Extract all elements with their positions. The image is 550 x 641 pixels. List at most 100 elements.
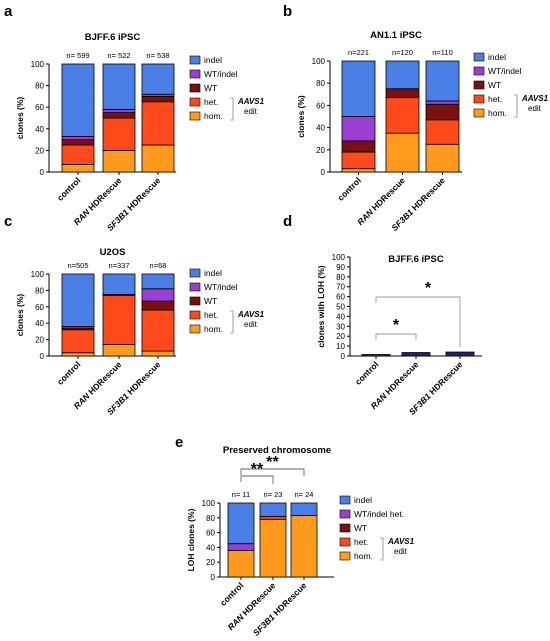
x-category-label-rest: HDRescue xyxy=(85,175,124,214)
legend-swatch xyxy=(189,282,201,292)
legend-bracket xyxy=(230,310,234,334)
bar-segment xyxy=(341,140,376,153)
panel-letter-e: e xyxy=(175,434,183,451)
n-label: n=110 xyxy=(432,48,453,57)
n-label: n= 538 xyxy=(146,51,169,60)
legend-label: WT/indel xyxy=(204,282,238,292)
legend-swatch xyxy=(189,111,201,121)
y-tick-label: 20 xyxy=(316,146,325,155)
significance-label: ** xyxy=(266,454,279,471)
legend-label: WT/indel xyxy=(204,69,238,79)
panel-title: Preserved chromosome xyxy=(223,445,331,456)
significance-bracket xyxy=(240,475,274,484)
legend-label: WT xyxy=(488,80,501,90)
legend-label: indel xyxy=(204,55,222,65)
bar-segment xyxy=(259,518,287,578)
bar-segment xyxy=(102,149,136,173)
bracket-label-edit: edit xyxy=(244,107,258,116)
y-tick-label: 40 xyxy=(206,543,215,552)
panel-letter-d: d xyxy=(283,213,292,230)
legend-label: hom. xyxy=(204,324,223,334)
bar-segment xyxy=(259,502,287,517)
bar-segment xyxy=(61,63,95,137)
y-tick-label: 80 xyxy=(35,82,44,91)
legend-swatch xyxy=(189,83,201,93)
y-label-wrap: LOH clones (%) xyxy=(186,508,196,571)
legend-label: WT/indel het. xyxy=(354,509,404,519)
n-label: n= 23 xyxy=(264,490,283,499)
legend-swatch xyxy=(473,108,485,118)
x-category-label-rest: HDRescue xyxy=(368,175,407,214)
bar-segment xyxy=(141,300,175,311)
bracket-label-gene: AAVS1 xyxy=(387,537,415,546)
x-category-label-wrap: SF3B1 HDRescue xyxy=(251,580,309,638)
y-tick-label: 60 xyxy=(35,303,44,312)
y-tick-label: 20 xyxy=(35,336,44,345)
legend-swatch xyxy=(473,66,485,76)
legend-swatch xyxy=(339,551,351,561)
legend-label: het. xyxy=(354,537,368,547)
significance-bracket xyxy=(240,468,305,476)
panel-e: e Preserved chromosome 0 20 40 60 80 100 LOH clo… xyxy=(175,434,415,638)
y-tick-label: 10 xyxy=(336,342,345,351)
bar-segment xyxy=(385,60,420,90)
legend-label: WT xyxy=(204,83,217,93)
bracket-label-gene: AAVS1 xyxy=(237,97,265,106)
y-tick-label: 0 xyxy=(40,352,45,361)
bar-segment xyxy=(141,96,175,103)
x-category-label: control xyxy=(353,359,380,386)
bar-segment xyxy=(341,60,376,117)
y-tick-label: 100 xyxy=(202,499,216,508)
bar-segment xyxy=(425,103,460,121)
legend-swatch xyxy=(473,52,485,62)
legend-swatch xyxy=(473,94,485,104)
y-tick-label: 40 xyxy=(336,312,345,321)
x-category-label-wrap: control xyxy=(353,359,380,386)
y-tick-label: 20 xyxy=(206,558,215,567)
legend-label: hom. xyxy=(488,108,507,118)
y-tick-label: 60 xyxy=(35,103,44,112)
bar-segment xyxy=(341,168,376,173)
bar-segment xyxy=(141,309,175,352)
legend-label: indel xyxy=(488,52,506,62)
bar-segment xyxy=(341,116,376,142)
y-tick-label: 50 xyxy=(336,303,345,312)
bar-segment xyxy=(341,151,376,170)
panel-c: c U2OS 0 20 40 60 80 100 clones (%) n=505 control n… xyxy=(4,213,265,417)
x-category-label-rest: HDRescue xyxy=(426,359,465,398)
bar-segment xyxy=(141,63,175,95)
y-tick-label: 20 xyxy=(336,332,345,341)
n-label: n= 24 xyxy=(295,490,314,499)
x-category-label: control xyxy=(218,580,245,607)
y-tick-label: 100 xyxy=(31,60,45,69)
legend-swatch xyxy=(189,97,201,107)
y-tick-label: 0 xyxy=(40,168,45,177)
x-category-label: control xyxy=(55,359,82,386)
x-category-label-wrap: control xyxy=(55,359,82,386)
n-label: n=68 xyxy=(150,261,167,270)
bar-segment xyxy=(425,60,460,102)
y-label-wrap: clones (%) xyxy=(15,97,25,140)
y-tick-label: 80 xyxy=(336,273,345,282)
bar-segment xyxy=(385,97,420,134)
bracket-label-edit: edit xyxy=(394,547,408,556)
y-tick-label: 30 xyxy=(336,322,345,331)
bar-segment xyxy=(61,273,95,327)
legend-label: WT xyxy=(204,296,217,306)
n-label: n=505 xyxy=(67,261,88,270)
y-label-wrap: clones (%) xyxy=(15,294,25,337)
significance-label: * xyxy=(425,280,432,297)
x-category-label-rest: HDRescue xyxy=(124,359,163,398)
bar-segment xyxy=(102,273,136,295)
legend-label: indel xyxy=(204,268,222,278)
bar-segment xyxy=(61,139,95,146)
bar-segment xyxy=(61,352,95,357)
panel-title: BJFF.6 iPSC xyxy=(388,254,444,265)
y-tick-label: 80 xyxy=(35,286,44,295)
legend-label: hom. xyxy=(204,111,223,121)
bar-segment xyxy=(141,288,175,302)
x-category-label-rest: HDRescue xyxy=(408,175,447,214)
bracket-label-gene: AAVS1 xyxy=(237,310,265,319)
